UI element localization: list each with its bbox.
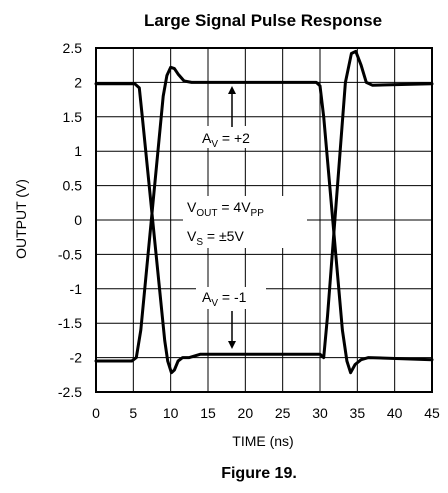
x-tick-label: 30 (312, 405, 328, 421)
y-tick-label: -2 (70, 350, 83, 366)
x-tick-label: 35 (350, 405, 366, 421)
series-group (94, 49, 434, 375)
annotation-av-positive-bg (196, 126, 268, 148)
x-tick-label: 45 (424, 405, 440, 421)
annotation-av-positive: AV = +2 (196, 86, 268, 150)
annotation-av-negative: AV = -1 (196, 287, 266, 349)
y-tick-label: -1 (70, 281, 83, 297)
x-tick-label: 10 (163, 405, 179, 421)
x-tick-label: 40 (387, 405, 403, 421)
x-axis-label: TIME (ns) (232, 433, 293, 449)
annotation-av-positive-arrowhead (228, 86, 236, 94)
y-axis-label: OUTPUT (V) (13, 179, 29, 259)
annotation-av-negative-text: AV = -1 (202, 289, 247, 309)
y-tick-label: -1.5 (58, 315, 82, 331)
x-tick-label: 20 (238, 405, 254, 421)
y-tick-label: 2.5 (63, 40, 83, 56)
y-axis-ticks: 2.5 2 1.5 1 0.5 0 -0.5 -1 -1.5 -2 -2.5 (58, 40, 82, 400)
y-tick-label: 1.5 (63, 109, 83, 125)
y-tick-label: -0.5 (58, 246, 82, 262)
annotation-conditions: VOUT = 4VPP VS = ±5V (183, 196, 307, 248)
series-line-2 (94, 65, 434, 375)
x-axis-ticks: 0 5 10 15 20 25 30 35 40 45 (92, 405, 440, 421)
y-tick-label: 1 (74, 143, 82, 159)
series-line-1 (94, 49, 434, 375)
annotation-conditions-bg (183, 196, 307, 248)
plot-frame (95, 47, 433, 393)
y-tick-label: 0.5 (63, 178, 83, 194)
x-tick-label: 5 (129, 405, 137, 421)
chart-title: Large Signal Pulse Response (144, 11, 382, 30)
y-tick-label: -2.5 (58, 384, 82, 400)
x-tick-label: 0 (92, 405, 100, 421)
y-tick-label: 0 (74, 212, 82, 228)
annotation-av-positive-text: AV = +2 (202, 130, 250, 150)
annotation-vs-text: VS = ±5V (187, 228, 244, 248)
x-tick-label: 25 (275, 405, 291, 421)
annotation-av-negative-bg (196, 287, 266, 309)
x-tick-label: 15 (200, 405, 216, 421)
y-tick-label: 2 (74, 74, 82, 90)
figure-caption: Figure 19. (221, 465, 297, 482)
annotation-av-negative-arrowhead (228, 341, 236, 349)
annotation-vout-text: VOUT = 4VPP (187, 199, 264, 219)
